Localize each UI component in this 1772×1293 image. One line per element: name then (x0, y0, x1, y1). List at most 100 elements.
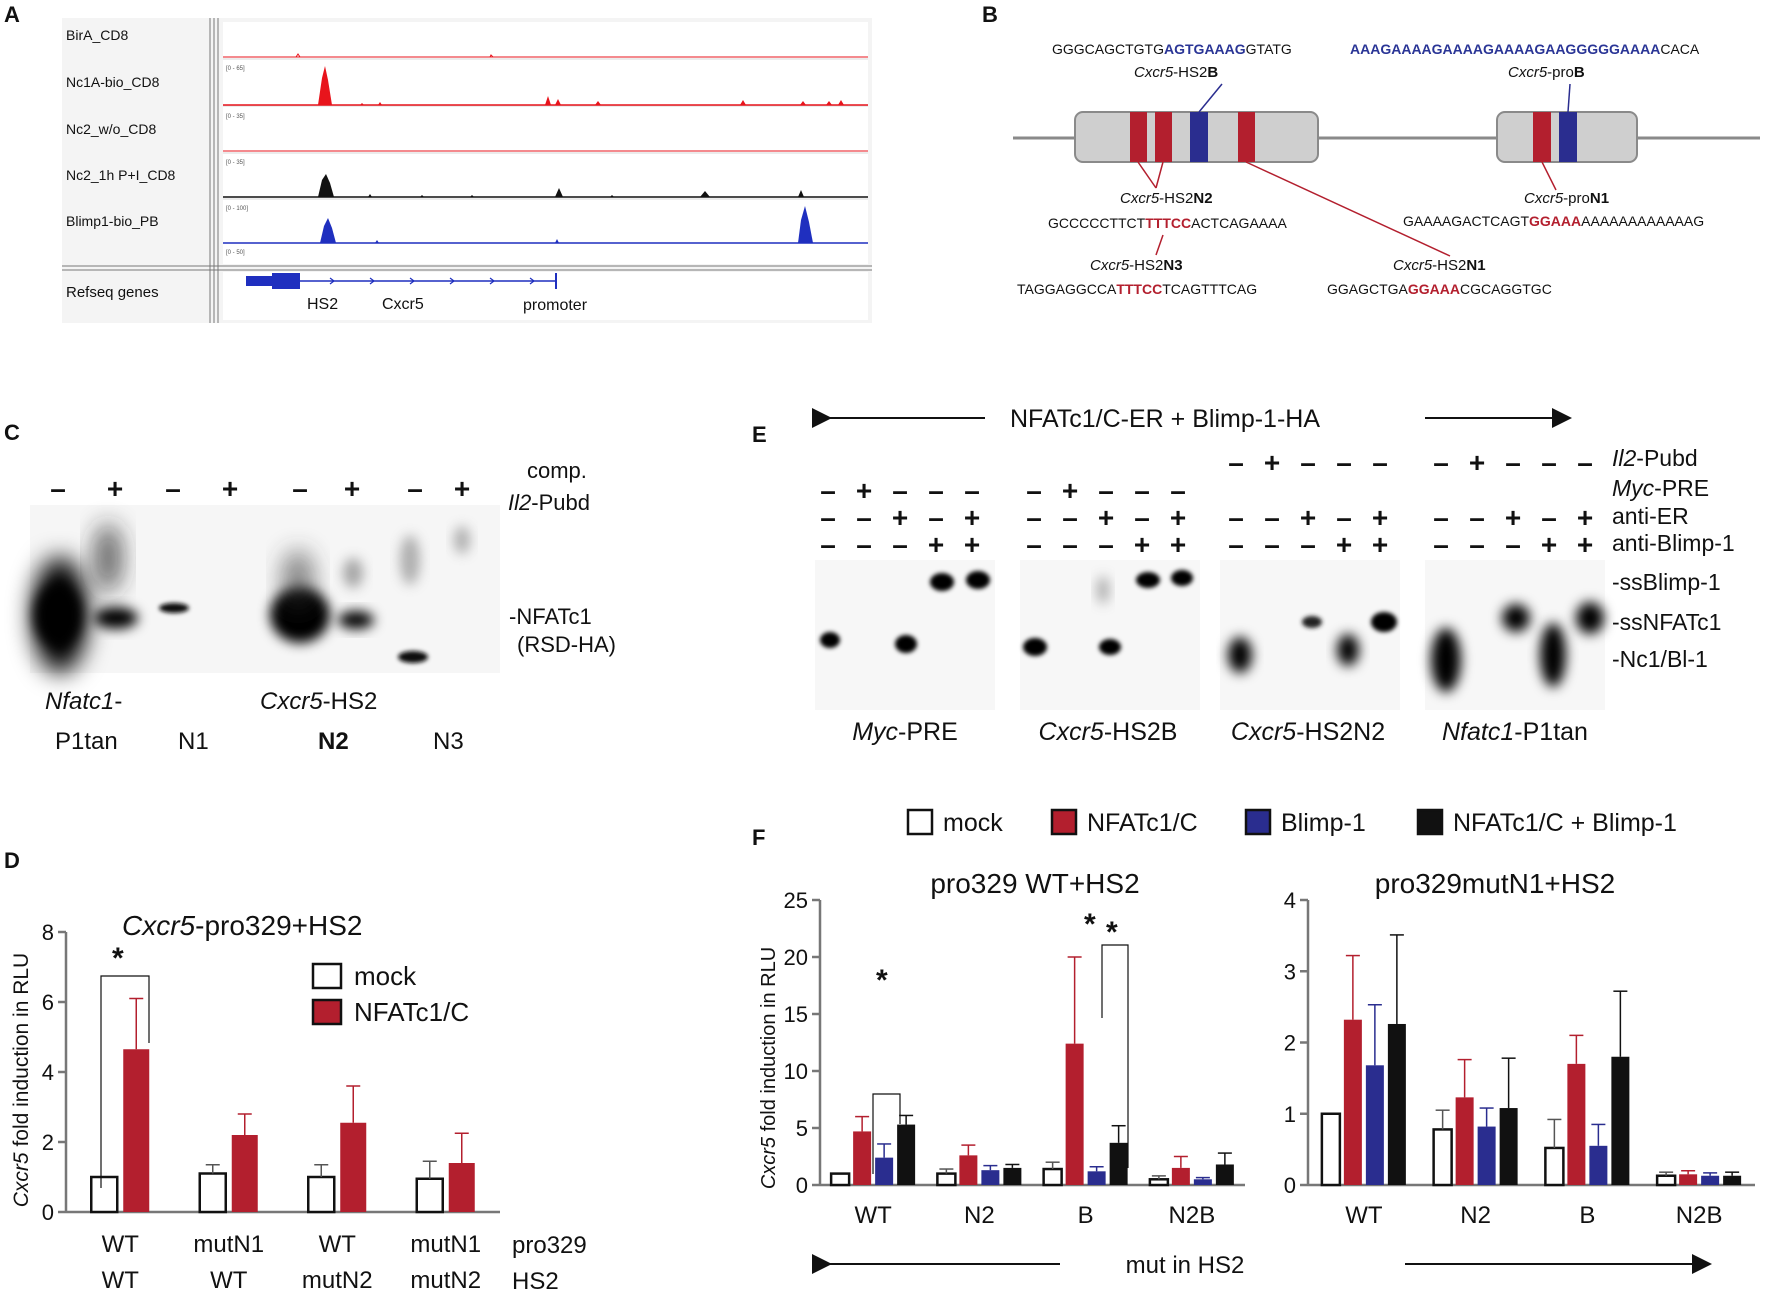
row-label-hs2: HS2 (512, 1268, 559, 1293)
sign-minus: – (892, 475, 908, 506)
label-hs2n3: Cxcr5-HS2N3 (1090, 257, 1183, 274)
bar (1544, 1146, 1565, 1187)
bar (1499, 1108, 1518, 1185)
y-tick-label: 0 (796, 1173, 808, 1198)
x-tick-label: WT (319, 1231, 357, 1258)
sign-minus: – (820, 502, 836, 533)
y-tick-label: 20 (784, 945, 808, 970)
legend-label: NFATc1/C (354, 997, 469, 1027)
bar (1109, 1142, 1128, 1185)
bar (415, 1177, 444, 1214)
peak-nc1a-hs2 (318, 66, 332, 105)
panel-a: A BirA_CD8 Nc1A-bio_CD8 Nc2_w/o_CD8 Nc2_… (4, 2, 872, 323)
sign-minus: – (165, 473, 181, 504)
bar (1193, 1179, 1212, 1185)
probe-label: Cxcr5-HS2B (1039, 718, 1178, 746)
legend-swatch (1050, 808, 1078, 836)
sign-minus: – (856, 502, 872, 533)
sign-minus: – (1577, 447, 1593, 478)
row-label: Il2-Pubd (1612, 445, 1698, 471)
chart-title: Cxcr5-pro329+HS2 (122, 910, 362, 941)
sign-plus: + (1577, 502, 1593, 533)
legend-swatch (1244, 808, 1272, 836)
y-tick-label: 15 (784, 1002, 808, 1027)
sign-plus: + (1469, 447, 1485, 478)
gel-bands (32, 523, 470, 673)
bar (448, 1163, 475, 1212)
sign-plus: + (1577, 529, 1593, 560)
sign-plus: + (964, 529, 980, 560)
y-tick-label: 4 (42, 1060, 54, 1085)
lane-label-cxcr5-hs2: Cxcr5-HS2 (260, 688, 377, 715)
track-label: Nc1A-bio_CD8 (66, 74, 160, 90)
sign-minus: – (1134, 475, 1150, 506)
chart-d: 0 2 4 6 8 WT WT mutN1 WT WT mutN2 mutN1 mutN2 mock NFA… (42, 920, 500, 1293)
bar (1003, 1167, 1022, 1185)
bar (1455, 1097, 1474, 1185)
x-tick-label: N2 (1460, 1202, 1491, 1229)
significance-star: * (1084, 908, 1096, 941)
probe-label: Il2-Pubd (508, 490, 590, 515)
track-area (223, 22, 868, 264)
y-tick-label: 2 (1284, 1031, 1296, 1056)
bar (936, 1172, 957, 1187)
sign-minus: – (1228, 447, 1244, 478)
probe-label: Nfatc1-P1tan (1442, 718, 1588, 746)
sign-minus: – (1098, 475, 1114, 506)
sign-minus: – (1505, 529, 1521, 560)
gene-label-promoter: promoter (523, 297, 588, 314)
sign-minus: – (1541, 447, 1557, 478)
sign-plus: + (1170, 529, 1186, 560)
gel-hs2b (1020, 560, 1200, 710)
lane-label-n3: N3 (433, 728, 464, 755)
sign-minus: – (1336, 447, 1352, 478)
significance-bracket (100, 975, 150, 1188)
sign-plus: + (928, 529, 944, 560)
panel-d: D Cxcr5-pro329+HS2 Cxcr5 fold induction … (4, 848, 587, 1293)
bar (829, 1172, 851, 1187)
bar (959, 1155, 978, 1185)
sign-minus: – (928, 475, 944, 506)
bar (1589, 1145, 1608, 1185)
legend-swatch (1416, 808, 1444, 836)
sign-minus: – (1372, 447, 1388, 478)
sign-plus: + (222, 473, 238, 504)
sign-minus: – (50, 473, 66, 504)
sign-minus: – (820, 475, 836, 506)
site-pro-n1 (1533, 112, 1551, 162)
sign-minus: – (928, 502, 944, 533)
peak-blimp1-promoter (798, 206, 813, 243)
label-pron1: Cxcr5-proN1 (1524, 190, 1609, 207)
sign-minus: – (1300, 447, 1316, 478)
track-label: Nc2_w/o_CD8 (66, 121, 156, 137)
band-label: -ssNFATc1 (1612, 609, 1721, 635)
sign-minus: – (1336, 502, 1352, 533)
panel-label-e: E (752, 422, 767, 447)
row-label: anti-Blimp-1 (1612, 530, 1735, 556)
bar (340, 1122, 367, 1212)
sign-plus: + (1062, 475, 1078, 506)
x-tick-label: mutN2 (302, 1267, 373, 1293)
track-scale: [0 - 50] (226, 250, 245, 256)
gel-myc (815, 560, 995, 710)
sign-plus: + (454, 473, 470, 504)
sign-minus: – (1505, 447, 1521, 478)
panel-e: E NFATc1/C-ER + Blimp-1-HA Il2-Pubd Myc-… (752, 405, 1735, 746)
y-tick-label: 0 (1284, 1173, 1296, 1198)
peak-nc2-hs2 (318, 174, 334, 197)
y-tick-label: 0 (42, 1200, 54, 1225)
sign-plus: + (1264, 447, 1280, 478)
x-tick-label: N2B (1169, 1202, 1216, 1229)
bar (875, 1157, 894, 1185)
lane-label-p1tan: P1tan (55, 728, 118, 755)
label-hs2b: Cxcr5-HS2B (1134, 64, 1218, 81)
x-tick-label: N2 (964, 1202, 995, 1229)
x-tick-label: B (1078, 1202, 1094, 1229)
sign-minus: – (1433, 529, 1449, 560)
sign-minus: – (892, 529, 908, 560)
site-hs2-n1 (1238, 112, 1255, 162)
sign-minus: – (856, 529, 872, 560)
sign-minus: – (964, 475, 980, 506)
